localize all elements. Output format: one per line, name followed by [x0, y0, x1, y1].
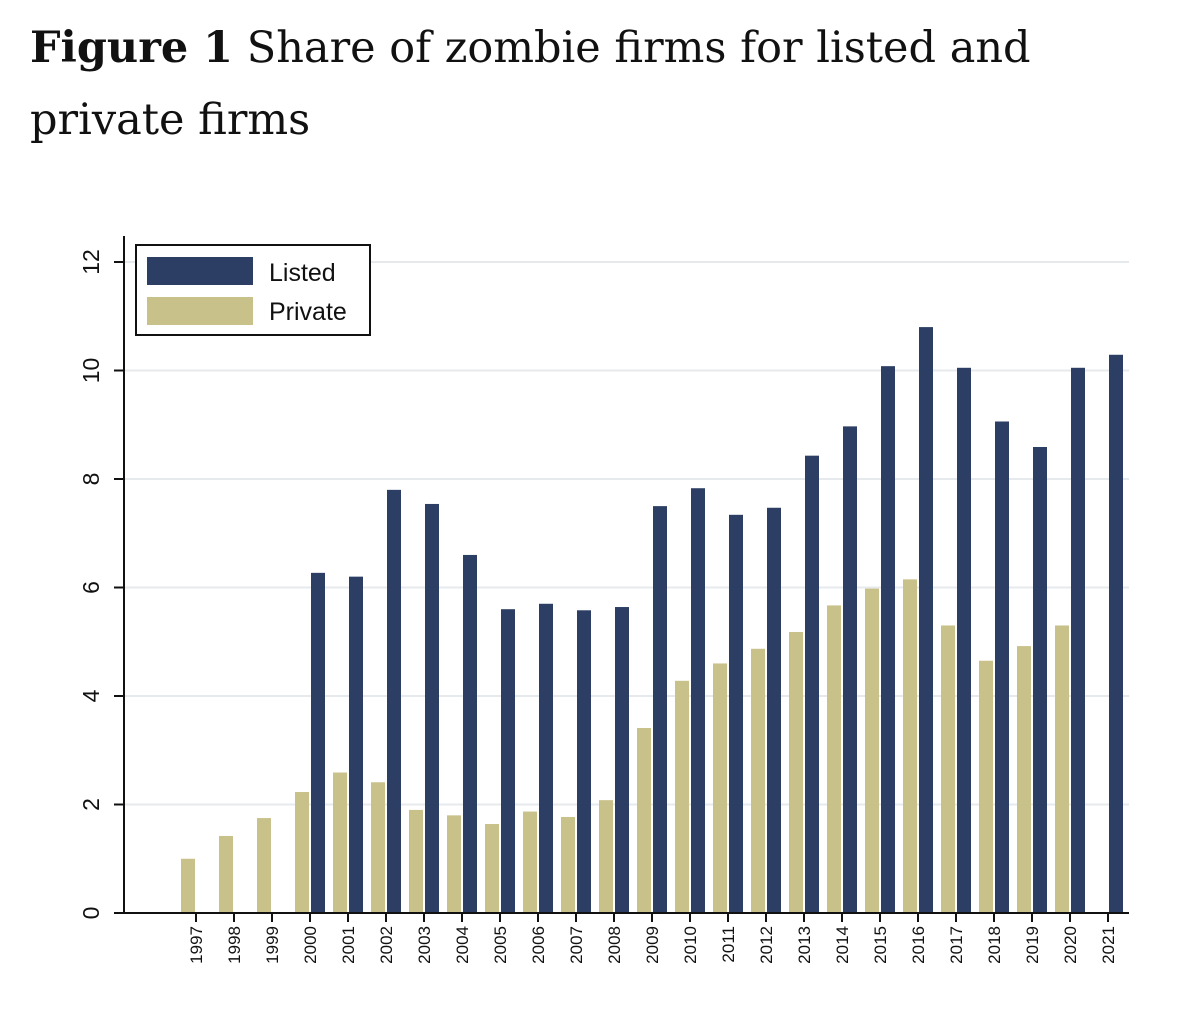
x-tick-label: 1999 — [263, 926, 282, 964]
legend-swatch-private — [147, 297, 253, 325]
x-tick-label: 2021 — [1099, 926, 1118, 964]
bar-private-2006 — [523, 811, 537, 913]
bar-private-2007 — [561, 816, 575, 913]
figure-caption-text: Share of zombie firms for listed and pri… — [30, 23, 1031, 145]
bar-listed-2019 — [1033, 446, 1047, 913]
x-tick-label: 2014 — [833, 926, 852, 964]
bar-private-2015 — [865, 588, 879, 913]
x-tick-label: 2010 — [681, 926, 700, 964]
x-tick-label: 2003 — [415, 926, 434, 964]
x-tick-label: 1997 — [187, 926, 206, 964]
x-tick-label: 2006 — [529, 926, 548, 964]
x-tick-label: 2005 — [491, 926, 510, 964]
x-tick-label: 1998 — [225, 926, 244, 964]
x-tick-label: 2013 — [795, 926, 814, 964]
bar-private-2020 — [1055, 625, 1069, 913]
bar-private-2003 — [409, 809, 423, 913]
bar-listed-2009 — [653, 506, 667, 913]
bar-listed-2017 — [957, 367, 971, 914]
y-tick-label: 12 — [78, 249, 104, 275]
x-tick-label: 2008 — [605, 926, 624, 964]
x-tick-label: 2007 — [567, 926, 586, 964]
bar-private-2001 — [333, 772, 347, 913]
bar-private-2000 — [295, 792, 309, 913]
bar-listed-2007 — [577, 610, 591, 913]
bar-private-1999 — [257, 818, 271, 913]
y-tick-label: 2 — [78, 798, 104, 811]
bar-private-2012 — [751, 648, 765, 913]
bar-private-1997 — [181, 858, 195, 913]
bar-private-2004 — [447, 815, 461, 913]
bar-private-2013 — [789, 631, 803, 913]
bar-listed-2014 — [843, 426, 857, 913]
bar-private-2018 — [979, 660, 993, 913]
x-tick-label: 2015 — [871, 926, 890, 964]
bar-listed-2000 — [311, 572, 325, 913]
y-tick-label: 8 — [78, 473, 104, 486]
bar-private-2019 — [1017, 646, 1031, 913]
bar-private-2005 — [485, 824, 499, 913]
bar-listed-2021 — [1109, 354, 1123, 914]
legend-label-listed: Listed — [269, 259, 336, 287]
bar-private-2010 — [675, 680, 689, 913]
y-tick-label: 0 — [78, 907, 104, 920]
x-tick-label: 2018 — [985, 926, 1004, 964]
x-tick-label: 2011 — [719, 926, 738, 963]
bar-private-2002 — [371, 782, 385, 913]
bar-private-2008 — [599, 800, 613, 913]
bar-listed-2016 — [919, 327, 933, 914]
bar-private-2009 — [637, 728, 651, 913]
x-tick-label: 2002 — [377, 926, 396, 964]
y-tick-label: 10 — [78, 358, 104, 384]
x-tick-label: 2017 — [947, 926, 966, 964]
bar-private-1998 — [219, 835, 233, 913]
y-tick-label: 4 — [78, 689, 104, 702]
legend-label-private: Private — [269, 298, 347, 326]
bar-listed-2011 — [729, 514, 743, 913]
x-tick-label: 2016 — [909, 926, 928, 964]
bar-listed-2010 — [691, 488, 705, 913]
bar-listed-2012 — [767, 507, 781, 913]
figure-label: Figure 1 — [30, 23, 234, 73]
x-tick-label: 2012 — [757, 926, 776, 964]
bar-private-2016 — [903, 579, 917, 913]
bar-listed-2004 — [463, 554, 477, 913]
bar-listed-2002 — [387, 489, 401, 913]
bar-private-2011 — [713, 663, 727, 913]
bar-private-2014 — [827, 605, 841, 913]
bar-private-2017 — [941, 625, 955, 913]
bar-listed-2003 — [425, 503, 439, 913]
bar-listed-2001 — [349, 576, 363, 913]
bar-listed-2005 — [501, 609, 515, 913]
y-tick-label: 6 — [78, 581, 104, 594]
x-tick-label: 2001 — [339, 926, 358, 964]
x-tick-label: 2009 — [643, 926, 662, 964]
bar-listed-2008 — [615, 607, 629, 913]
bar-listed-2006 — [539, 603, 553, 913]
bar-listed-2020 — [1071, 367, 1085, 914]
x-tick-label: 2019 — [1023, 926, 1042, 964]
bar-listed-2018 — [995, 421, 1009, 913]
figure-caption: Figure 1 Share of zombie firms for liste… — [30, 12, 1160, 156]
bar-listed-2013 — [805, 455, 819, 913]
x-tick-label: 2020 — [1061, 926, 1080, 964]
x-tick-label: 2004 — [453, 926, 472, 964]
x-tick-label: 2000 — [301, 926, 320, 964]
legend-swatch-listed — [147, 257, 253, 285]
bar-listed-2015 — [881, 366, 895, 913]
